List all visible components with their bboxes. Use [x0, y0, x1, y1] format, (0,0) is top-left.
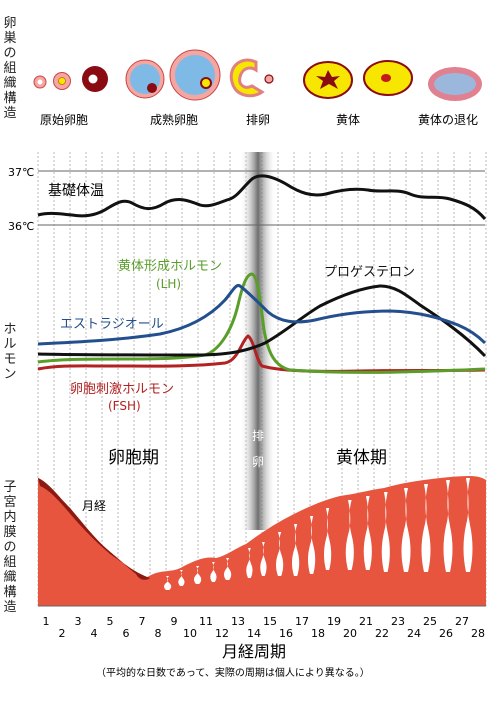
day-label: 24 [407, 627, 421, 640]
endometrial-gland [178, 570, 185, 586]
temp-37-label: 37℃ [8, 166, 34, 179]
endometrial-gland [363, 496, 372, 570]
side-label-ovary-text: 卵巣の組織構造 [3, 16, 17, 121]
endometrial-gland [292, 524, 300, 576]
bbt-curve [37, 174, 487, 220]
day-label: 23 [391, 615, 405, 628]
oocyte-dot [147, 83, 157, 93]
day-label: 2 [59, 627, 66, 640]
day-label: 1 [43, 615, 50, 628]
oocyte-dot [37, 79, 43, 85]
estradiol-curve [37, 283, 487, 346]
side-label-ovary: 卵巣の組織構造 [3, 16, 17, 121]
side-label-endometrium: 子宮内膜の組織構造 [3, 480, 17, 615]
day-label: 16 [279, 627, 293, 640]
day-label: 19 [327, 615, 341, 628]
day-label: 21 [359, 615, 373, 628]
bbt-title: 基礎体温 [48, 182, 104, 199]
day-label: 28 [471, 627, 485, 640]
day-label: 10 [183, 627, 197, 640]
day-label: 11 [199, 615, 213, 628]
endometrial-gland [246, 548, 253, 578]
label-mature: 成熟卵胞 [150, 112, 198, 127]
day-label: 18 [311, 627, 325, 640]
endometrium-layer [38, 476, 486, 606]
day-label: 8 [155, 627, 162, 640]
day-label: 9 [171, 615, 178, 628]
day-label: 6 [123, 627, 130, 640]
corpus-albicans-core [434, 73, 476, 95]
endometrial-gland [381, 492, 390, 572]
day-label: 15 [263, 615, 277, 628]
endometrial-gland [260, 542, 267, 576]
day-ticks: 1234567891011121314151617181920212223242… [43, 615, 486, 640]
endometrial-gland [463, 478, 473, 572]
ovary-row [33, 49, 482, 101]
fsh-label: 卵胞刺激ホルモン [70, 382, 174, 397]
side-label-hormone: ホルモン [3, 322, 17, 382]
day-label: 17 [295, 615, 309, 628]
endometrial-gland [276, 532, 284, 576]
label-ovulation: 排卵 [246, 113, 270, 127]
endometrial-gland [443, 480, 453, 572]
x-axis-title: 月経周期 [222, 642, 286, 661]
menstrual-shedding [38, 478, 150, 580]
ruptured-follicle [229, 58, 265, 98]
endometrial-gland [210, 562, 217, 582]
day-label: 25 [423, 615, 437, 628]
antrum [175, 55, 215, 95]
day-label: 26 [439, 627, 453, 640]
label-regression: 黄体の退化 [418, 113, 478, 127]
x-axis-note: （平均的な日数であって、実際の周期は個人により異なる。） [96, 666, 370, 679]
day-label: 22 [375, 627, 389, 640]
corpus-luteum-core [316, 70, 340, 89]
day-label: 14 [247, 627, 261, 640]
temp-36-label: 36℃ [8, 220, 34, 233]
day-label: 7 [139, 615, 146, 628]
side-label-endometrium-text: 子宮内膜の組織構造 [3, 480, 17, 615]
day-label: 13 [231, 615, 245, 628]
day-label: 3 [75, 615, 82, 628]
endometrial-gland [164, 576, 172, 590]
endometrial-gland [308, 516, 316, 574]
endometrial-glands [164, 478, 473, 590]
day-label: 20 [343, 627, 357, 640]
oocyte-dot [88, 74, 98, 84]
progesterone-curve [37, 284, 487, 358]
endometrial-gland [194, 566, 202, 584]
oocyte-dot [58, 77, 66, 85]
lh-curve [37, 272, 486, 374]
label-primordial: 原始卵胞 [40, 113, 88, 127]
label-corpus-luteum: 黄体 [336, 113, 360, 127]
side-label-hormone-text: ホルモン [3, 322, 17, 382]
lh-label: 黄体形成ホルモン [118, 259, 222, 274]
day-label: 12 [215, 627, 229, 640]
day-label: 4 [91, 627, 98, 640]
endometrial-gland [401, 488, 411, 572]
progesterone-label: プロゲステロン [324, 265, 415, 280]
endometrial-gland [224, 558, 232, 580]
corpus-luteum-center [381, 74, 391, 82]
fsh-abbr: (FSH) [108, 399, 141, 413]
ovulation-band-label-2: 卵 [252, 455, 264, 469]
oocyte-dot [200, 77, 212, 89]
day-label: 5 [107, 615, 114, 628]
lh-abbr: (LH) [156, 277, 181, 291]
fsh-curve [37, 334, 486, 373]
released-ovum [264, 74, 274, 84]
ovulation-band-label-1: 排 [252, 429, 264, 443]
menstruation-label: 月経 [82, 499, 106, 513]
endometrial-gland [324, 508, 332, 570]
day-label: 27 [455, 615, 469, 628]
phase-luteal: 黄体期 [336, 448, 387, 468]
endometrial-gland [421, 484, 431, 572]
estradiol-label: エストラジオール [60, 317, 164, 332]
phase-follicular: 卵胞期 [108, 448, 159, 468]
endometrial-gland [345, 500, 354, 570]
